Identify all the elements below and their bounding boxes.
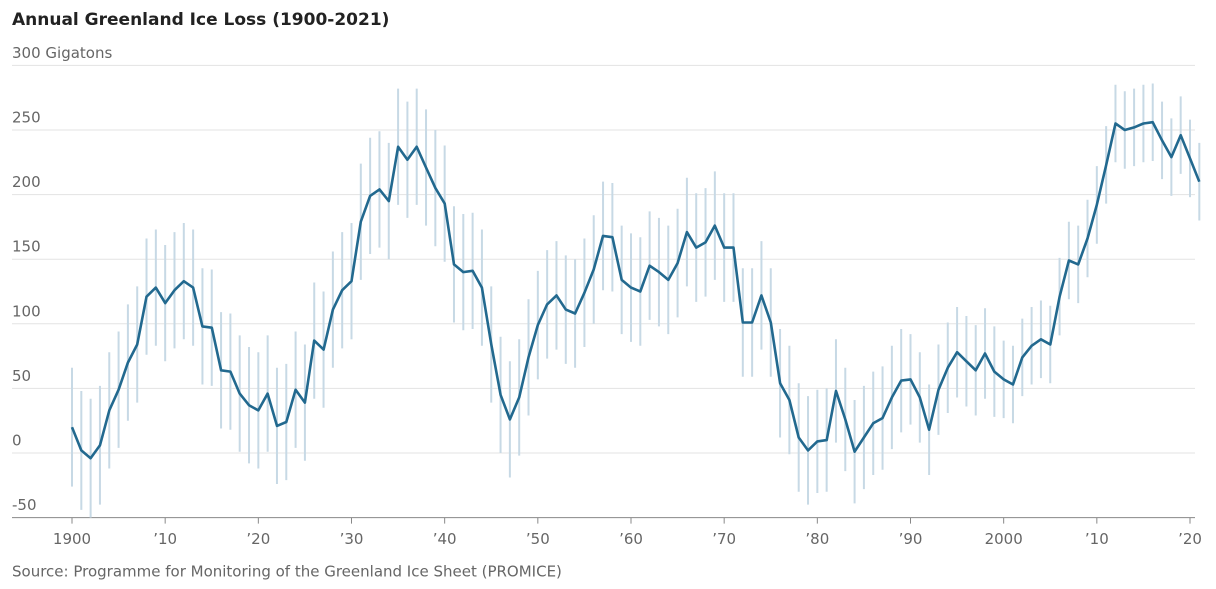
chart-title: Annual Greenland Ice Loss (1900-2021) [12,10,389,30]
x-tick-label: ’20 [246,530,270,548]
x-tick-label: ’10 [1085,530,1109,548]
y-tick-label: 200 [12,173,41,191]
x-tick-label: ’60 [619,530,643,548]
x-tick-label: ’90 [899,530,923,548]
x-tick-label: ’20 [1178,530,1202,548]
y-tick-label: 250 [12,109,41,127]
y-tick-label: 0 [12,432,22,450]
x-tick-label: ’30 [340,530,364,548]
x-tick-label: 1900 [53,530,91,548]
source-note: Source: Programme for Monitoring of the … [12,563,562,581]
x-tick-label: ’80 [805,530,829,548]
y-tick-label: 100 [12,302,41,320]
x-tick-label: ’70 [712,530,736,548]
x-tick-label: ’40 [433,530,457,548]
y-tick-label: 300 Gigatons [12,44,112,62]
y-tick-label: 50 [12,367,31,385]
data-line [70,120,1201,460]
x-tick-label: ’50 [526,530,550,548]
y-tick-label: 150 [12,238,41,256]
x-tick-label: 2000 [985,530,1023,548]
y-tick-label: -50 [12,496,37,514]
x-tick-label: ’10 [153,530,177,548]
